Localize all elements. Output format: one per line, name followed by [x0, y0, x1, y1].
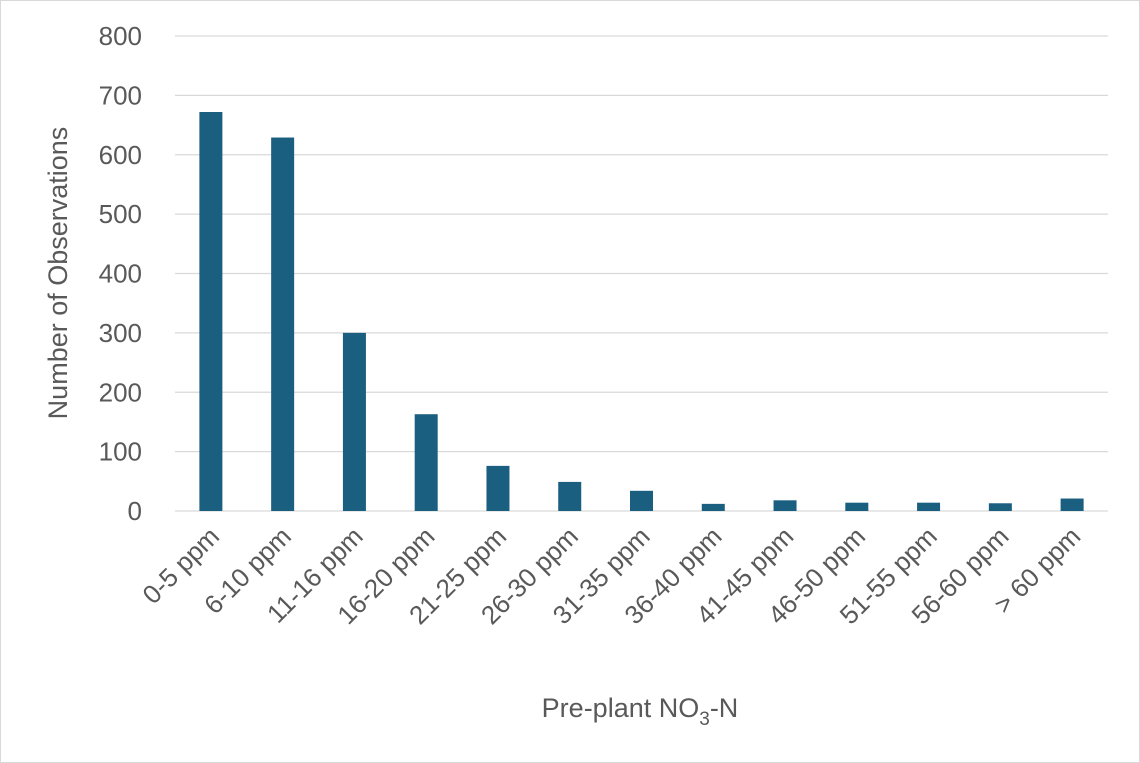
x-axis-title-suffix: -N — [710, 693, 739, 723]
bar — [342, 332, 366, 511]
bar — [486, 465, 510, 511]
y-tick-label: 600 — [99, 140, 142, 170]
bar — [1060, 498, 1084, 511]
bar — [988, 503, 1012, 511]
bar — [199, 112, 223, 511]
gridlines — [175, 35, 1108, 512]
bar — [558, 481, 582, 511]
y-tick-label: 700 — [99, 80, 142, 110]
bar — [773, 500, 797, 511]
x-axis-title: Pre-plant NO3-N — [542, 693, 739, 730]
bar — [271, 137, 295, 511]
bar — [414, 414, 438, 511]
x-axis-title-main: Pre-plant NO — [542, 693, 700, 723]
y-tick-label: 500 — [99, 199, 142, 229]
bar — [701, 503, 725, 511]
bar — [630, 490, 653, 511]
bar — [917, 502, 941, 511]
y-tick-label: 400 — [99, 259, 142, 289]
y-tick-label: 800 — [99, 21, 142, 51]
y-tick-label: 300 — [99, 318, 142, 348]
y-tick-label: 0 — [128, 496, 142, 526]
y-tick-label: 200 — [99, 377, 142, 407]
x-axis-title-subscript: 3 — [699, 709, 710, 730]
bars — [199, 112, 1084, 511]
y-axis-title: Number of Observations — [43, 127, 73, 420]
y-tick-label: 100 — [99, 437, 142, 467]
bar — [845, 502, 869, 511]
y-axis-ticks: 0 100 200 300 400 500 600 700 800 — [99, 21, 142, 526]
